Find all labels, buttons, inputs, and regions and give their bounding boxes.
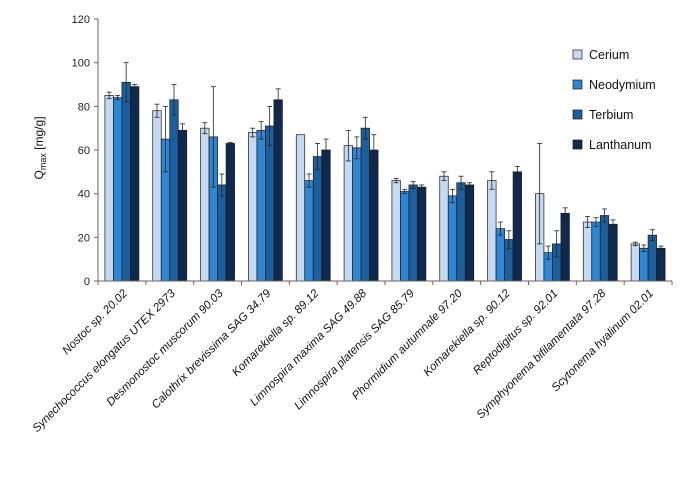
bar-cerium [248,132,258,282]
bar-terbium [169,99,179,282]
x-axis [97,280,673,285]
bar-lanthanum [417,186,427,282]
legend-swatch-lanthanum [572,139,583,150]
legend-swatch-neodymium [572,79,583,90]
y-tick-label: 100 [72,58,90,70]
bar-cerium [582,221,593,282]
bar-neodymium [304,180,314,282]
legend: Cerium Neodymium Terbium Lanthanum [572,48,656,152]
bar-terbium [408,184,418,282]
bar-terbium [456,182,466,282]
bar-lanthanum [369,149,379,282]
bar-lanthanum [177,130,188,282]
y-axis-label-subscript: max [38,153,48,171]
bar-cerium [200,127,210,282]
bar-cerium [487,180,497,282]
bar-neodymium [113,97,123,282]
bar-terbium [647,234,657,282]
legend-label-cerium: Cerium [589,48,629,62]
bar-neodymium [352,147,362,282]
bar-cerium [439,175,449,282]
bar-lanthanum [464,184,475,282]
bar-lanthanum [273,99,283,282]
y-axis-label: Qmax [mg/g] [32,116,48,179]
bar-neodymium [400,191,410,282]
bar-neodymium [447,195,458,282]
bar-cerium [152,110,162,282]
bar-cerium [630,243,640,282]
bar-terbium [265,125,275,282]
bar-lanthanum [321,149,331,282]
bar-neodymium [591,221,601,282]
category-label: Komarekiella sp. 90.12 [421,287,513,379]
legend-label-neodymium: Neodymium [589,78,656,92]
y-tick-label: 40 [78,189,90,201]
bar-terbium [360,127,370,282]
error-bars [106,62,664,260]
y-tick-label: 80 [78,101,90,113]
bar-terbium [599,215,610,282]
legend-swatch-cerium [572,49,583,60]
bar-cerium [343,145,353,282]
legend-swatch-terbium [572,109,583,120]
bar-lanthanum [608,223,618,282]
y-axis-label-unit: [mg/g] [32,116,46,153]
bar-lanthanum [560,212,570,282]
bar-cerium [391,180,401,282]
category-label: Komarekiella sp. 89.12 [230,287,322,379]
legend-label-lanthanum: Lanthanum [589,138,652,152]
bar-lanthanum [225,143,235,282]
bar-terbium [312,156,323,282]
bar-cerium [104,95,114,282]
y-axis: 0 20 40 60 80 100 120 [72,14,99,288]
bar-lanthanum [512,171,522,282]
bar-terbium [121,81,131,282]
bar-cerium [295,134,306,282]
bar-lanthanum [130,86,140,282]
legend-label-terbium: Terbium [589,108,633,122]
bar-lanthanum [656,247,666,282]
y-tick-label: 0 [84,276,90,288]
y-tick-label: 120 [72,14,90,26]
category-label: Scytonema hyalinum 02.01 [550,288,657,395]
bar-neodymium [495,228,505,282]
bar-neodymium [256,130,266,282]
category-label: Reptodigitus sp. 92.01 [471,288,560,377]
bar-neodymium [639,247,649,282]
bar-terbium [217,184,227,282]
y-tick-label: 60 [78,145,90,157]
y-tick-label: 20 [78,232,90,244]
